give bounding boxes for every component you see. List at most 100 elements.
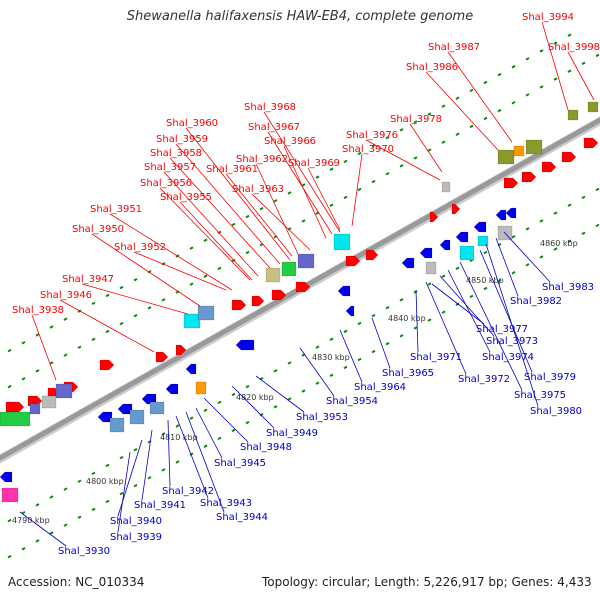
cyan-box [459, 245, 475, 261]
tick-mark-lower-outer [483, 286, 488, 291]
tick-mark-upper [245, 250, 250, 255]
reverse-gene [185, 363, 197, 375]
tick-mark-upper-outer [567, 33, 572, 37]
tick-mark-lower [595, 187, 600, 192]
tick-mark-lower-outer [567, 239, 572, 243]
leader-line [81, 283, 189, 315]
tick-mark-lower-outer [595, 223, 600, 228]
leader-line [339, 329, 363, 383]
tick-mark-upper-outer [497, 72, 502, 77]
gene-label-top: Shal_3970 [342, 144, 394, 155]
leader-line [351, 153, 363, 227]
gene-label-top: Shal_3968 [244, 102, 296, 113]
tick-mark-upper-outer [231, 222, 236, 227]
leader-line [255, 163, 299, 255]
tick-mark-lower [483, 250, 488, 255]
gene-label-top: Shal_3958 [150, 148, 202, 159]
gene-label-top: Shal_3998 [548, 42, 600, 53]
tick-mark-lower [553, 211, 558, 215]
tick-mark-lower [413, 290, 418, 294]
tick-mark-upper-outer [315, 175, 320, 179]
leader-line [447, 269, 491, 353]
gene-label-bottom: Shal_3982 [510, 296, 562, 307]
tick-mark-upper [133, 313, 138, 318]
tick-mark-upper [413, 156, 418, 160]
tick-mark-upper-outer [217, 230, 222, 235]
tick-mark-lower-outer [385, 341, 390, 346]
purple-box [29, 403, 41, 415]
tick-mark-lower-outer [441, 310, 446, 314]
tick-mark-lower-outer [301, 389, 306, 393]
reverse-gene [165, 383, 179, 395]
tick-mark-upper-outer [399, 128, 404, 132]
gene-label-top: Shal_3955 [160, 192, 212, 203]
cyan-box [477, 235, 489, 247]
tick-mark-upper [203, 274, 208, 278]
tick-mark-upper [217, 266, 222, 271]
tick-mark-upper-outer [385, 135, 390, 140]
tick-mark-upper-outer [35, 333, 40, 337]
tick-mark-lower [385, 305, 390, 310]
orange-box [195, 381, 207, 395]
tick-mark-lower-outer [49, 531, 54, 535]
leader-line [541, 21, 569, 111]
tick-mark-lower-outer [189, 452, 194, 456]
forward-gene [561, 151, 577, 163]
forward-gene [521, 171, 537, 183]
scale-label: 4860 kbp [540, 239, 578, 248]
tick-mark-lower-outer [217, 436, 222, 441]
gene-label-top: Shal_3966 [264, 136, 316, 147]
tick-mark-upper [105, 329, 110, 334]
tick-mark-lower-outer [497, 278, 502, 283]
tick-mark-lower [133, 447, 138, 452]
gene-label-bottom: Shal_3953 [296, 412, 348, 423]
tick-mark-upper-outer [105, 293, 110, 298]
tick-mark-upper [189, 282, 194, 286]
tick-mark-lower-outer [273, 405, 278, 409]
forward-gene [295, 281, 311, 293]
reverse-gene [473, 221, 487, 233]
tick-mark-upper [77, 345, 82, 349]
tick-mark-lower [427, 282, 432, 286]
tick-mark-lower [231, 392, 236, 397]
tick-mark-upper [483, 116, 488, 121]
leader-line [251, 193, 311, 251]
tick-mark-upper-outer [525, 57, 530, 61]
forward-gene [251, 295, 265, 307]
reverse-gene [495, 209, 507, 221]
tick-mark-lower-outer [413, 326, 418, 330]
purple-box [55, 383, 73, 399]
olive-box [587, 101, 599, 113]
tick-mark-lower-outer [175, 460, 180, 464]
tick-mark-lower-outer [161, 468, 166, 472]
leader-line [283, 145, 327, 239]
reverse-gene [455, 231, 469, 243]
forward-gene [541, 161, 557, 173]
tick-mark-upper-outer [455, 96, 460, 100]
gene-label-bottom: Shal_3949 [266, 428, 318, 439]
gene-label-bottom: Shal_3942 [162, 486, 214, 497]
tick-mark-upper-outer [119, 285, 124, 290]
olive-box [525, 139, 543, 155]
tick-mark-lower-outer [315, 381, 320, 385]
magenta-box [1, 487, 19, 503]
reverse-gene [419, 247, 433, 259]
gene-label-top: Shal_3962 [236, 154, 288, 165]
tick-mark-upper-outer [287, 191, 292, 195]
gray-box [441, 181, 451, 193]
leader-line [425, 71, 499, 151]
tick-mark-upper-outer [49, 325, 54, 329]
tick-mark-lower-outer [7, 554, 12, 559]
scale-label: 4840 kbp [388, 314, 426, 323]
tick-mark-lower-outer [35, 539, 40, 543]
gene-label-top: Shal_3950 [72, 224, 124, 235]
tick-mark-lower-outer [525, 263, 530, 267]
lightblue-box [197, 305, 215, 321]
leader-line [263, 111, 341, 233]
reverse-gene [235, 339, 255, 351]
tick-mark-upper-outer [21, 341, 26, 345]
tick-mark-upper-outer [483, 80, 488, 85]
reverse-gene [505, 207, 517, 219]
gene-label-bottom: Shal_3972 [458, 374, 510, 385]
